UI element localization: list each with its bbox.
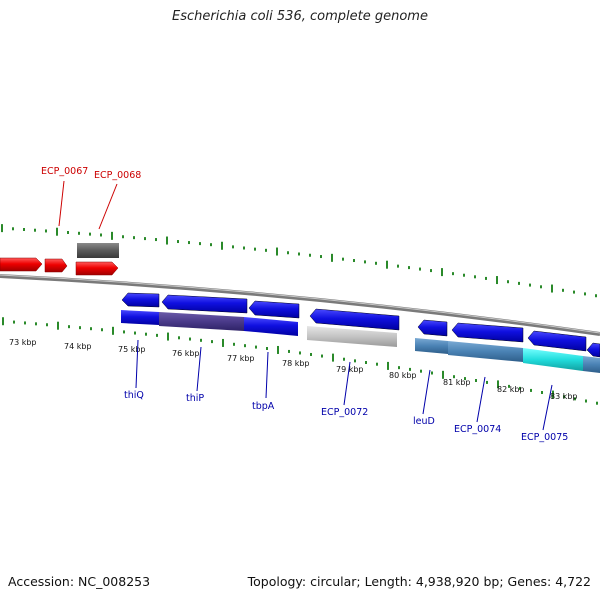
feature-leuD-bar[interactable] [415, 338, 448, 354]
top-strand-genes [0, 243, 119, 276]
feature-ECP_0072-bar[interactable] [307, 326, 397, 347]
gene-arrow-blue-edge[interactable] [586, 342, 600, 358]
scale-label: 80 kbp [389, 371, 417, 380]
gene-label-ECP_0075[interactable]: ECP_0075 [521, 432, 568, 443]
scale-labels: 73 kbp 74 kbp 75 kbp 76 kbp 77 kbp 78 kb… [9, 338, 578, 401]
gene-label-ECP_0067[interactable]: ECP_0067 [41, 166, 88, 177]
scale-label: 75 kbp [118, 345, 146, 354]
gene-labels: ECP_0067 ECP_0068 thiQ thiP tbpA ECP_007… [41, 166, 568, 443]
gene-ECP_0072-arrow[interactable] [309, 308, 400, 331]
genome-title: Escherichia coli 536, complete genome [172, 9, 428, 24]
scale-label: 73 kbp [9, 338, 37, 347]
scale-label: 77 kbp [227, 354, 255, 363]
gene-tbpA[interactable] [248, 300, 300, 319]
leader-thiP [196, 346, 202, 392]
leader-leuD [422, 369, 431, 415]
gene-thiQ[interactable] [121, 292, 160, 308]
scale-label: 78 kbp [282, 359, 310, 368]
gene-label-leuD[interactable]: leuD [413, 416, 435, 427]
leader-ECP_0074 [476, 376, 486, 423]
gene-label-thiQ[interactable]: thiQ [124, 390, 144, 401]
gene-label-ECP_0072[interactable]: ECP_0072 [321, 407, 368, 418]
gene-arrow-red-1[interactable] [0, 257, 43, 272]
gene-label-thiP[interactable]: thiP [186, 393, 204, 404]
gene-label-ECP_0068[interactable]: ECP_0068 [94, 170, 141, 181]
gene-arrow-red-2[interactable] [44, 258, 68, 273]
leader-thiQ [135, 339, 139, 389]
gene-ECP_0067[interactable] [75, 261, 119, 276]
feature-ECP_0075-bar[interactable] [523, 348, 583, 371]
label-leader-lines [58, 180, 553, 431]
scale-label: 82 kbp [497, 385, 525, 394]
gene-ECP_0074-arrow[interactable] [451, 322, 524, 343]
gene-label-ECP_0074[interactable]: ECP_0074 [454, 424, 501, 435]
genome-summary-label: Topology: circular; Length: 4,938,920 bp… [247, 574, 591, 589]
accession-label: Accession: NC_008253 [8, 574, 151, 589]
leader-ECP_0075 [542, 384, 553, 431]
leader-ECP_0072 [343, 361, 351, 406]
feature-ECP_0074-bar[interactable] [448, 341, 523, 362]
gene-thiP[interactable] [161, 294, 248, 314]
gene-label-tbpA[interactable]: tbpA [252, 401, 275, 412]
leader-ECP_0067 [58, 180, 65, 227]
tick-marks-lower [2, 317, 598, 405]
feature-thiQ-bar[interactable] [121, 310, 159, 325]
scale-label: 74 kbp [64, 342, 92, 351]
tick-marks-upper [1, 224, 597, 298]
genome-backbone [0, 274, 600, 336]
scale-label: 79 kbp [336, 365, 364, 374]
leader-ECP_0068 [98, 183, 118, 230]
gene-ECP_0075-arrow[interactable] [527, 330, 587, 352]
feature-thiP-bar[interactable] [159, 312, 244, 331]
feature-tbpA-bar[interactable] [244, 317, 298, 336]
genome-backbone-highlight [0, 274, 600, 334]
feature-edge-bar[interactable] [583, 356, 600, 373]
bottom-strand-genes [121, 292, 600, 373]
scale-label: 83 kbp [550, 392, 578, 401]
gene-leuD-arrow[interactable] [417, 319, 448, 337]
gene-ECP_0068-pseudo[interactable] [77, 243, 119, 258]
scale-label: 81 kbp [443, 378, 471, 387]
scale-label: 76 kbp [172, 349, 200, 358]
leader-tbpA [265, 351, 269, 399]
